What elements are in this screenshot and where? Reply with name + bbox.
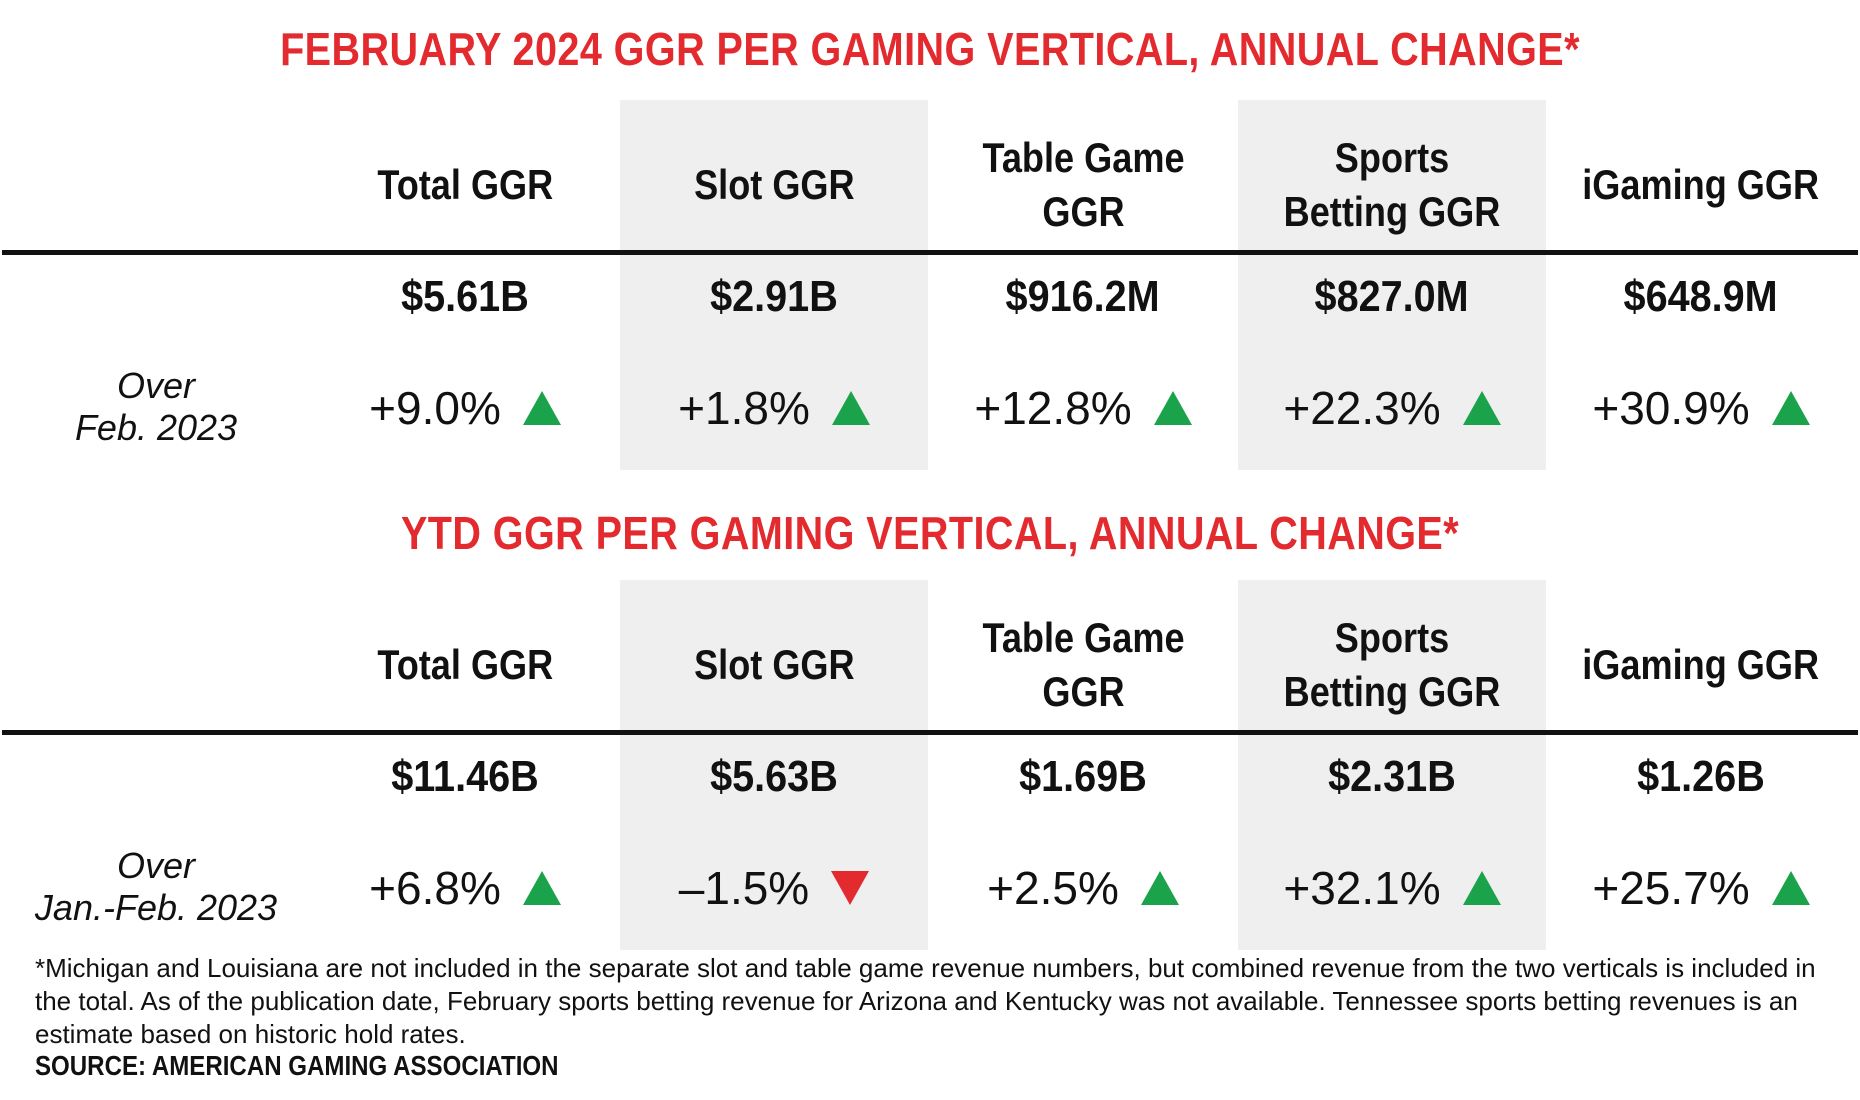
column-header: Total GGR: [311, 120, 619, 250]
ggr-value: $2.91B: [620, 272, 928, 322]
annual-change: +30.9%: [1547, 378, 1855, 438]
change-percent: +25.7%: [1592, 862, 1750, 914]
ggr-value-text: $5.61B: [401, 272, 529, 321]
change-percent: +30.9%: [1592, 382, 1750, 434]
change-percent: +12.8%: [974, 382, 1132, 434]
annual-change: +6.8%: [311, 858, 619, 918]
title-ytd: YTD GGR PER GAMING VERTICAL, ANNUAL CHAN…: [400, 507, 1460, 559]
column-header-text: Table Game GGR: [981, 614, 1185, 715]
column-header: iGaming GGR: [1547, 120, 1855, 250]
annual-change: +25.7%: [1547, 858, 1855, 918]
arrow-up-icon: [831, 391, 870, 425]
ggr-value: $11.46B: [311, 752, 619, 802]
row-label: Over Feb. 2023: [74, 365, 238, 448]
column-header: Sports Betting GGR: [1238, 600, 1546, 730]
footnote: *Michigan and Louisiana are not included…: [35, 953, 1816, 1049]
annual-change: +12.8%: [929, 378, 1237, 438]
ggr-value-text: $916.2M: [1005, 272, 1161, 321]
column-header-text: Table Game GGR: [981, 134, 1185, 235]
change-percent: –1.5%: [678, 862, 810, 914]
header-rule: [2, 250, 1858, 255]
annual-change: +2.5%: [929, 858, 1237, 918]
annual-change: +32.1%: [1238, 858, 1546, 918]
title-february: FEBRUARY 2024 GGR PER GAMING VERTICAL, A…: [280, 23, 1580, 75]
column-header-text: iGaming GGR: [1582, 161, 1820, 208]
column-header-text: Total GGR: [377, 641, 553, 688]
annual-change: +22.3%: [1238, 378, 1546, 438]
arrow-up-icon: [1140, 871, 1179, 905]
row-label: Over Jan.-Feb. 2023: [34, 845, 278, 928]
ggr-value-text: $1.69B: [1019, 752, 1147, 801]
ggr-value-text: $1.26B: [1637, 752, 1765, 801]
ggr-value: $2.31B: [1238, 752, 1546, 802]
column-header: Table Game GGR: [929, 600, 1237, 730]
column-header: Slot GGR: [620, 600, 928, 730]
annual-change: –1.5%: [620, 858, 928, 918]
ggr-value: $5.63B: [620, 752, 928, 802]
change-percent: +1.8%: [678, 382, 810, 434]
change-percent: +32.1%: [1283, 862, 1441, 914]
change-percent: +9.0%: [369, 382, 501, 434]
column-header: Slot GGR: [620, 120, 928, 250]
arrow-up-icon: [522, 391, 561, 425]
arrow-up-icon: [1153, 391, 1192, 425]
column-header: Total GGR: [311, 600, 619, 730]
ggr-value-text: $5.63B: [710, 752, 838, 801]
shaded-column: [620, 580, 928, 950]
column-header-text: Sports Betting GGR: [1283, 614, 1501, 715]
ggr-value: $1.69B: [929, 752, 1237, 802]
ggr-value: $827.0M: [1238, 272, 1546, 322]
annual-change: +1.8%: [620, 378, 928, 438]
ggr-value-text: $11.46B: [391, 752, 539, 801]
arrow-up-icon: [1462, 871, 1501, 905]
change-percent: +2.5%: [987, 862, 1119, 914]
ggr-value-text: $648.9M: [1623, 272, 1779, 321]
change-percent: +22.3%: [1283, 382, 1441, 434]
ggr-value-text: $827.0M: [1314, 272, 1470, 321]
ggr-value-text: $2.31B: [1328, 752, 1456, 801]
header-rule: [2, 730, 1858, 735]
column-header-text: Sports Betting GGR: [1283, 134, 1501, 235]
column-header-text: Total GGR: [377, 161, 553, 208]
ggr-value-text: $2.91B: [710, 272, 838, 321]
source: SOURCE: AMERICAN GAMING ASSOCIATION: [35, 1050, 559, 1081]
shaded-column: [620, 100, 928, 470]
column-header: Table Game GGR: [929, 120, 1237, 250]
ggr-value: $5.61B: [311, 272, 619, 322]
column-header: Sports Betting GGR: [1238, 120, 1546, 250]
ggr-value: $1.26B: [1547, 752, 1855, 802]
annual-change: +9.0%: [311, 378, 619, 438]
column-header: iGaming GGR: [1547, 600, 1855, 730]
arrow-up-icon: [522, 871, 561, 905]
ggr-value: $916.2M: [929, 272, 1237, 322]
arrow-up-icon: [1462, 391, 1501, 425]
change-percent: +6.8%: [369, 862, 501, 914]
arrow-up-icon: [1771, 391, 1810, 425]
column-header-text: Slot GGR: [693, 641, 855, 688]
arrow-up-icon: [1771, 871, 1810, 905]
column-header-text: Slot GGR: [693, 161, 855, 208]
arrow-down-icon: [831, 871, 870, 905]
ggr-value: $648.9M: [1547, 272, 1855, 322]
column-header-text: iGaming GGR: [1582, 641, 1820, 688]
